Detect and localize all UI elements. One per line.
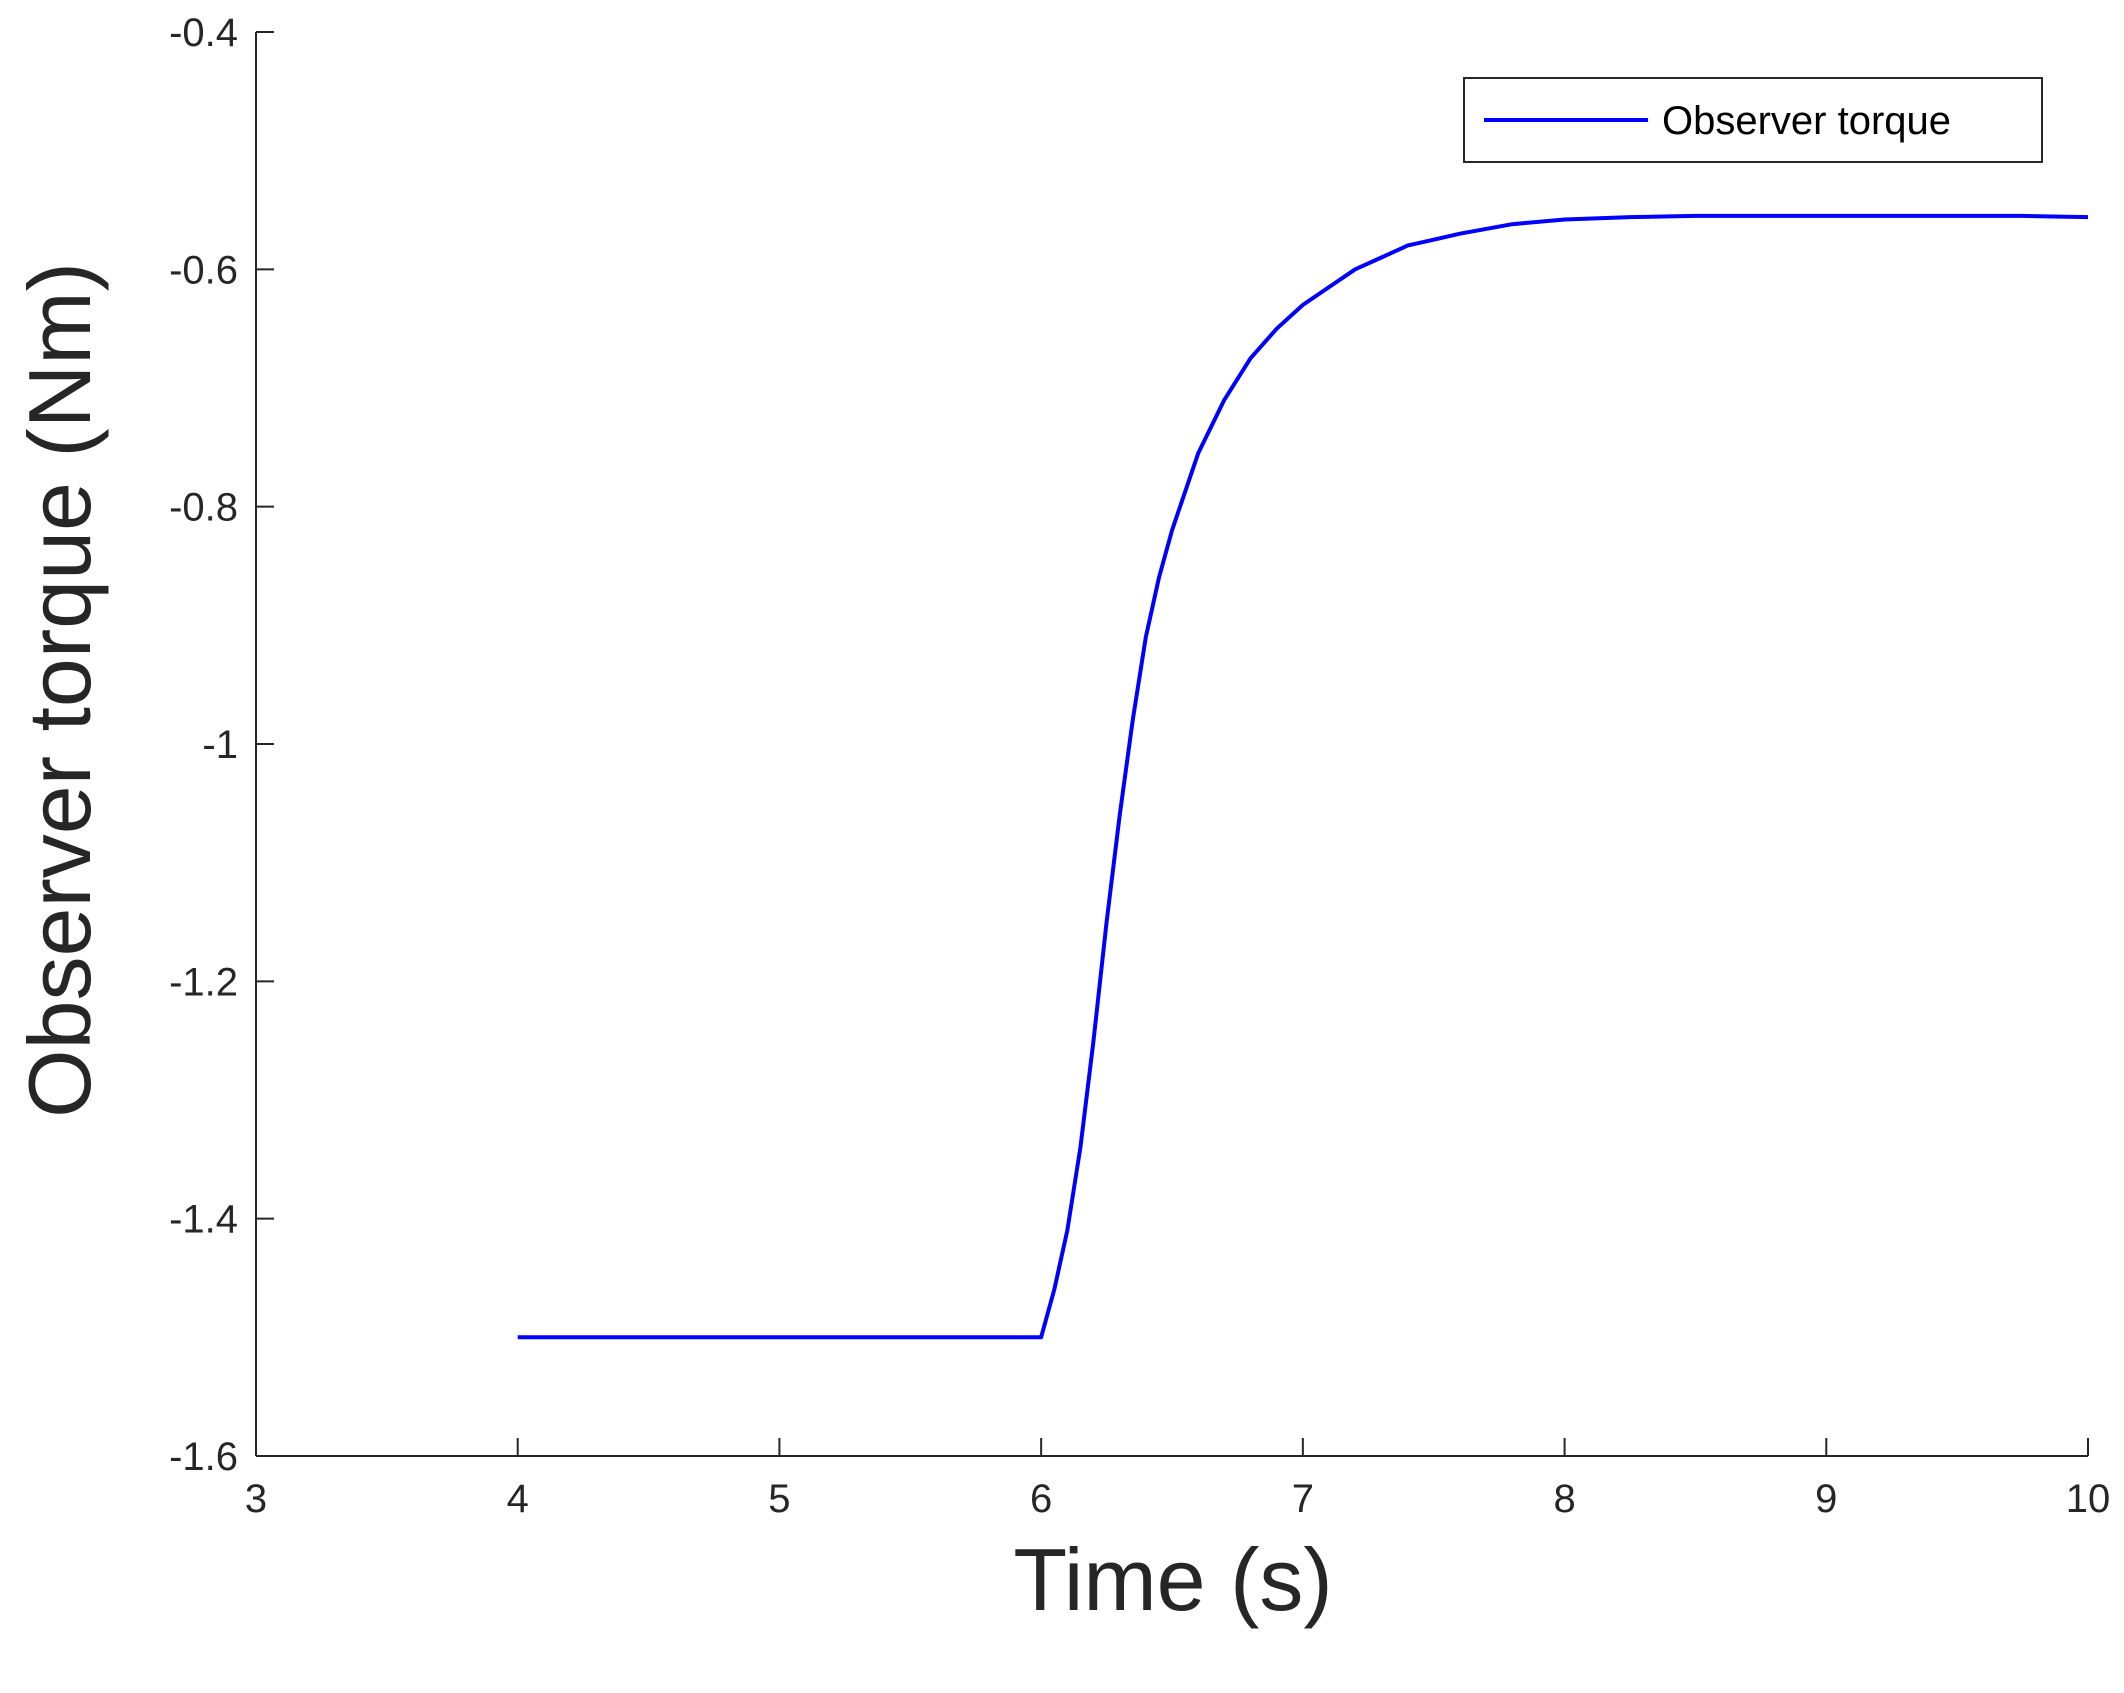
x-tick-label: 4 <box>507 1477 529 1521</box>
x-axis: 3 4 5 6 7 8 9 10 <box>245 1438 2110 1521</box>
plot-area <box>517 213 2089 1340</box>
x-tick-label: 8 <box>1553 1477 1575 1521</box>
x-tick-label: 5 <box>768 1477 790 1521</box>
x-tick-label: 6 <box>1030 1477 1052 1521</box>
y-axis-title: Observer torque (Nm) <box>10 262 109 1118</box>
y-tick-label: -1.6 <box>169 1435 238 1479</box>
y-tick-label: -0.4 <box>169 11 238 55</box>
y-tick-label: -1 <box>202 723 238 767</box>
y-tick-label: -1.2 <box>169 960 238 1004</box>
y-tick-label: -0.6 <box>169 248 238 292</box>
y-tick-label: -0.8 <box>169 486 238 530</box>
x-tick-label: 7 <box>1292 1477 1314 1521</box>
x-tick-label: 3 <box>245 1477 267 1521</box>
y-tick-label: -1.4 <box>169 1198 238 1242</box>
y-axis: -1.6 -1.4 -1.2 -1 -0.8 -0.6 -0.4 <box>169 11 274 1479</box>
series-line-observer-torque <box>517 213 2089 1340</box>
x-tick-label: 9 <box>1815 1477 1837 1521</box>
x-tick-label: 10 <box>2066 1477 2111 1521</box>
x-axis-title: Time (s) <box>1013 1530 1332 1629</box>
legend: Observer torque <box>1463 77 2043 163</box>
legend-label: Observer torque <box>1662 99 1951 143</box>
